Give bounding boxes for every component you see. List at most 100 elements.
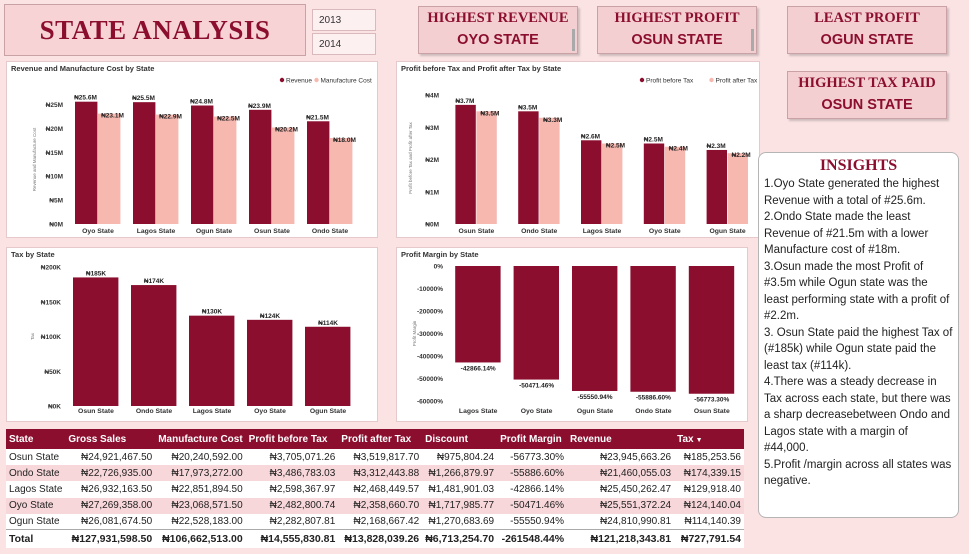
y-tick-label: ₦2M [425,157,439,164]
table-cell: ₦26,932,163.50 [65,481,156,498]
column-header-profit-before-tax[interactable]: Profit before Tax [245,429,339,449]
bar-ogun-state-0[interactable] [191,105,214,224]
legend-marker [279,77,285,83]
table-cell: ₦17,973,272.00 [155,465,246,482]
table-cell: ₦22,528,183.00 [155,513,246,530]
year-slicer-2014[interactable]: 2014 [312,33,376,55]
bar-ondo-state-0[interactable] [307,121,330,224]
table-cell: -42866.14% [497,481,568,498]
legend-marker [639,77,645,83]
table-cell: ₦124,140.04 [674,497,744,514]
bar-ogun-state-1[interactable] [727,153,748,224]
profit-margin-chart-svg: 0% -10000% -20000% -30000% -40000% -50000% -60… [412,264,735,415]
column-header-gross-sales[interactable]: Gross Sales [65,429,156,449]
data-label: ₦21.5M [306,114,329,121]
revenue-cost-chart[interactable]: Revenue and Manufacture Cost by State ₦0… [6,61,378,238]
table-cell: -55550.94% [497,513,568,530]
insights-panel: INSIGHTS 1.Oyo State generated the highe… [758,152,959,518]
table-cell: ₦727,791.54 [674,529,744,548]
table-cell: ₦1,270,683.69 [422,513,498,530]
insight-item: 4.There was a steady decrease in Tax acr… [764,376,951,454]
column-header-profit-after-tax[interactable]: Profit after Tax [338,429,423,449]
bar-lagos-state-1[interactable] [156,114,179,224]
x-tick-label: Ondo State [312,228,348,235]
legend-label[interactable]: Revenue [286,78,312,85]
y-tick-label: ₦4M [425,93,439,100]
bar-oyo-state-0[interactable] [513,266,559,380]
bar-osun-state-0[interactable] [73,277,119,406]
bar-ogun-state-0[interactable] [572,266,618,391]
bar-lagos-state-0[interactable] [581,140,602,224]
x-tick-label: Oyo State [82,228,114,235]
bar-oyo-state-0[interactable] [75,101,98,224]
y-tick-label: ₦15M [46,150,63,157]
tax-chart-svg: ₦0K ₦50K ₦100K ₦150K ₦200K Tax ₦185K Osun State… [30,265,351,415]
bar-osun-state-1[interactable] [476,111,497,224]
y-tick-label: ₦0M [49,222,63,229]
column-header-state[interactable]: State [6,429,66,449]
profit-margin-chart[interactable]: Profit Margin by State 0% -10000% -20000% -… [396,247,748,422]
x-tick-label: Ogun State [709,228,745,235]
table-cell: ₦121,218,343.81 [567,529,675,548]
kpi-least-profit: LEAST PROFIT OGUN STATE [787,6,947,54]
data-label: ₦3.5M [518,104,537,111]
bar-lagos-state-0[interactable] [189,315,235,406]
bar-osun-state-0[interactable] [455,104,476,224]
bar-lagos-state-0[interactable] [133,102,156,224]
data-label: ₦2.4M [669,146,688,153]
kpi-scrollbar[interactable] [751,29,754,51]
table-cell: ₦25,450,262.47 [567,481,675,498]
data-label: -42866.14% [461,365,496,372]
state-summary-table: State Gross Sales Manufacture Cost Profi… [6,429,744,548]
bar-osun-state-1[interactable] [272,127,295,224]
legend-label[interactable]: Profit after Tax [716,78,759,85]
data-label: ₦2.6M [581,133,600,140]
bar-ondo-state-1[interactable] [330,138,353,224]
bar-oyo-state-0[interactable] [247,319,293,406]
profit-chart[interactable]: Profit before Tax and Profit after Tax b… [396,61,760,238]
table-cell: ₦1,266,879.97 [422,465,498,482]
data-label: ₦23.9M [248,103,271,110]
bar-ogun-state-1[interactable] [214,116,237,225]
data-label: ₦2.5M [644,137,663,144]
y-tick-label: -40000% [417,354,443,361]
bar-lagos-state-1[interactable] [602,143,623,224]
table-cell: Ogun State [6,513,66,530]
column-header-revenue[interactable]: Revenue [567,429,675,449]
bar-ondo-state-0[interactable] [131,285,177,406]
insight-item: 3. Osun State paid the highest Tax of (#… [764,326,953,372]
year-slicer-2013[interactable]: 2013 [312,9,376,31]
data-label: ₦25.6M [74,95,97,102]
bar-ondo-state-0[interactable] [518,111,539,224]
x-tick-label: Lagos State [583,228,622,235]
bar-lagos-state-0[interactable] [455,266,501,363]
kpi-scrollbar[interactable] [572,29,575,51]
column-header-tax[interactable]: Tax ▼ [674,429,744,449]
bar-ogun-state-0[interactable] [305,326,351,406]
sort-descending-icon[interactable]: ▼ [695,436,703,444]
data-label: ₦130K [202,309,223,316]
table-cell: ₦13,828,039.26 [338,529,423,548]
table-cell: ₦2,168,667.42 [338,513,423,530]
legend-label[interactable]: Manufacture Cost [321,78,372,85]
bar-ondo-state-1[interactable] [539,117,560,224]
legend-marker [314,77,319,83]
bar-oyo-state-1[interactable] [664,146,686,224]
data-label: ₦24.8M [190,99,213,106]
table-cell: Oyo State [6,497,66,514]
bar-osun-state-0[interactable] [688,266,735,394]
bar-osun-state-0[interactable] [249,109,272,224]
tax-chart[interactable]: Tax by State ₦0K ₦50K ₦100K ₦150K ₦200K Tax ₦1… [6,247,378,422]
legend-label[interactable]: Profit before Tax [646,78,694,85]
bar-oyo-state-0[interactable] [643,143,665,224]
y-tick-label: ₦1M [425,189,439,196]
bar-ogun-state-0[interactable] [706,149,727,224]
column-header-manufacture-cost[interactable]: Manufacture Cost [155,429,246,449]
y-tick-label: -10000% [417,286,443,293]
table-cell: ₦3,486,783.03 [245,465,339,482]
y-tick-label: ₦200K [41,265,62,272]
bar-oyo-state-1[interactable] [98,113,121,224]
bar-ondo-state-0[interactable] [630,266,676,392]
column-header-profit-margin[interactable]: Profit Margin [497,429,568,449]
column-header-discount[interactable]: Discount [422,429,498,449]
